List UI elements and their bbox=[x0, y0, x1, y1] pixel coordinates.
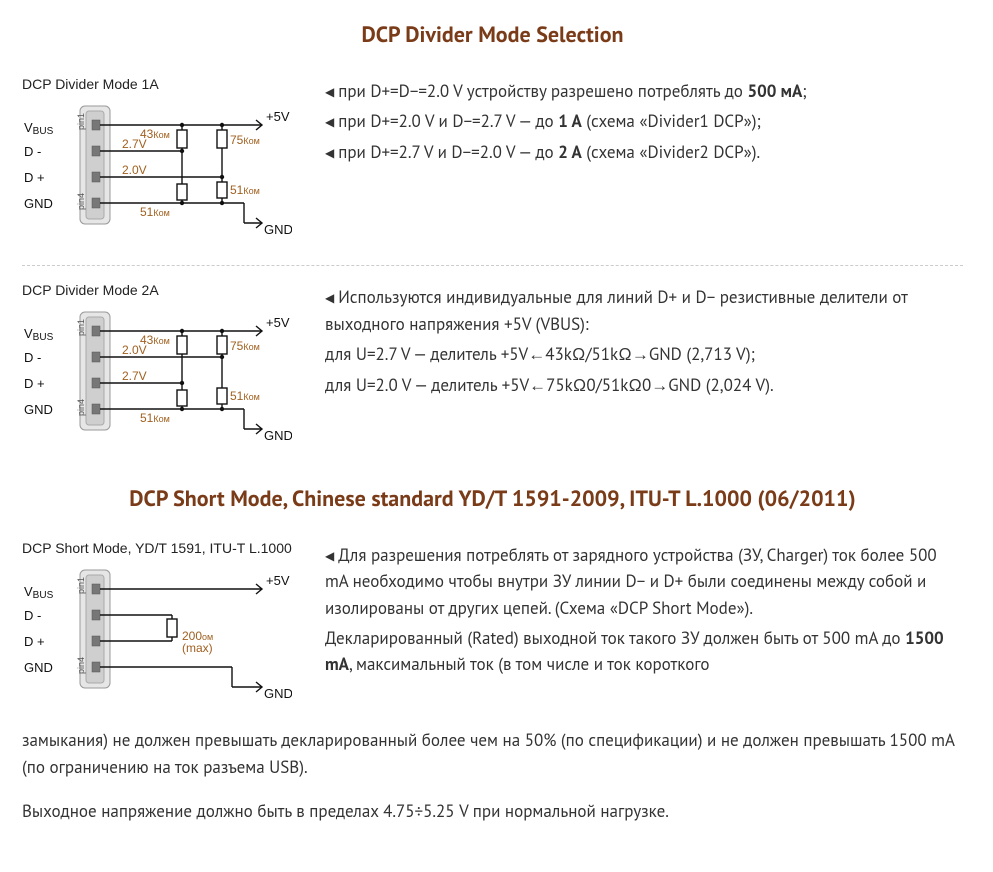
svg-text:+5V: +5V bbox=[266, 573, 290, 588]
text-divider-2a: ◀Используются индивидуальные для линий D… bbox=[325, 280, 963, 401]
svg-text:GND: GND bbox=[24, 660, 53, 675]
diagram-divider-2a: DCP Divider Mode 2A pin1 pin4 VBUS D - D… bbox=[22, 280, 307, 455]
triangle-left-icon: ◀ bbox=[325, 85, 334, 100]
section-divider-1a: DCP Divider Mode 1A pin1 pin4 VBUS D - D… bbox=[22, 74, 963, 249]
section-divider-2a: DCP Divider Mode 2A pin1 pin4 VBUS D - D… bbox=[22, 280, 963, 455]
svg-text:D +: D + bbox=[24, 170, 45, 185]
triangle-left-icon: ◀ bbox=[325, 291, 334, 306]
diagram-svg-1a: pin1 pin4 VBUS D - D + GND 43Ком bbox=[22, 98, 292, 243]
svg-text:pin4: pin4 bbox=[76, 657, 86, 674]
text-divider-1a: ◀при D+=D−=2.0 V устройству разрешено по… bbox=[325, 74, 963, 169]
svg-text:GND: GND bbox=[264, 428, 292, 443]
svg-text:pin1: pin1 bbox=[76, 319, 86, 336]
bullet-3: ◀при D+=2.7 V и D−=2.0 V — до 2 А (схема… bbox=[325, 139, 963, 165]
svg-text:43Ком: 43Ком bbox=[140, 333, 170, 347]
svg-text:pin4: pin4 bbox=[76, 399, 86, 416]
svg-text:75Ком: 75Ком bbox=[230, 339, 260, 353]
svg-text:2.0V: 2.0V bbox=[122, 163, 147, 177]
svg-text:75Ком: 75Ком bbox=[230, 133, 260, 147]
triangle-left-icon: ◀ bbox=[325, 146, 334, 161]
diagram-title-short: DCP Short Mode, YD/T 1591, ITU-T L.1000 bbox=[22, 538, 307, 560]
svg-text:GND: GND bbox=[264, 222, 292, 237]
svg-text:VBUS: VBUS bbox=[24, 326, 54, 343]
svg-text:51Ком: 51Ком bbox=[230, 389, 260, 403]
svg-text:(max): (max) bbox=[182, 641, 213, 655]
bullet-1: ◀при D+=D−=2.0 V устройству разрешено по… bbox=[325, 78, 963, 104]
diagram-short-mode: DCP Short Mode, YD/T 1591, ITU-T L.1000 … bbox=[22, 538, 307, 713]
svg-text:GND: GND bbox=[264, 686, 292, 701]
svg-text:D +: D + bbox=[24, 376, 45, 391]
svg-text:51Ком: 51Ком bbox=[140, 205, 170, 219]
bullet-4: ◀Используются индивидуальные для линий D… bbox=[325, 284, 963, 337]
svg-text:2.7V: 2.7V bbox=[122, 137, 147, 151]
svg-text:pin1: pin1 bbox=[76, 113, 86, 130]
bullet-short: ◀Для разрешения потреблять от зарядного … bbox=[325, 542, 963, 621]
svg-text:D -: D - bbox=[24, 608, 41, 623]
svg-text:pin1: pin1 bbox=[76, 577, 86, 594]
diagram-svg-short: pin1 pin4 VBUS D - D + GND 200ом (max) +… bbox=[22, 562, 292, 707]
diagram-svg-2a: pin1 pin4 VBUS D - D + GND 2.0V 2.7V 43К… bbox=[22, 304, 292, 449]
diagram-title-2a: DCP Divider Mode 2A bbox=[22, 280, 307, 302]
svg-text:D -: D - bbox=[24, 144, 41, 159]
para-rated-cont: замыкания) не должен превышать деклариро… bbox=[22, 727, 963, 780]
svg-text:D +: D + bbox=[24, 634, 45, 649]
para-rated: Декларированный (Rated) выходной ток так… bbox=[325, 625, 963, 678]
diagram-divider-1a: DCP Divider Mode 1A pin1 pin4 VBUS D - D… bbox=[22, 74, 307, 249]
bullet-2: ◀при D+=2.0 V и D−=2.7 V — до 1 А (схема… bbox=[325, 108, 963, 134]
svg-text:51Ком: 51Ком bbox=[230, 183, 260, 197]
svg-text:D -: D - bbox=[24, 350, 41, 365]
section-short-mode: DCP Short Mode, YD/T 1591, ITU-T L.1000 … bbox=[22, 538, 963, 713]
para-voltage: Выходное напряжение должно быть в предел… bbox=[22, 798, 963, 824]
heading-divider-mode: DCP Divider Mode Selection bbox=[22, 18, 963, 52]
diagram-title-1a: DCP Divider Mode 1A bbox=[22, 74, 307, 96]
line-27v: для U=2.7 V — делитель +5V←43kΩ/51kΩ→GND… bbox=[325, 341, 963, 367]
heading-short-mode: DCP Short Mode, Chinese standard YD/T 15… bbox=[22, 482, 963, 516]
svg-text:VBUS: VBUS bbox=[24, 120, 54, 137]
svg-text:+5V: +5V bbox=[266, 109, 290, 124]
svg-text:VBUS: VBUS bbox=[24, 584, 54, 601]
text-short-mode: ◀Для разрешения потреблять от зарядного … bbox=[325, 538, 963, 678]
separator bbox=[22, 265, 963, 266]
triangle-left-icon: ◀ bbox=[325, 549, 334, 564]
svg-text:51Ком: 51Ком bbox=[140, 411, 170, 425]
svg-text:+5V: +5V bbox=[266, 315, 290, 330]
line-20v: для U=2.0 V — делитель +5V←75kΩ0/51kΩ0→G… bbox=[325, 372, 963, 398]
triangle-left-icon: ◀ bbox=[325, 115, 334, 130]
svg-text:GND: GND bbox=[24, 196, 53, 211]
svg-text:GND: GND bbox=[24, 402, 53, 417]
svg-text:2.7V: 2.7V bbox=[122, 369, 147, 383]
svg-text:pin4: pin4 bbox=[76, 193, 86, 210]
